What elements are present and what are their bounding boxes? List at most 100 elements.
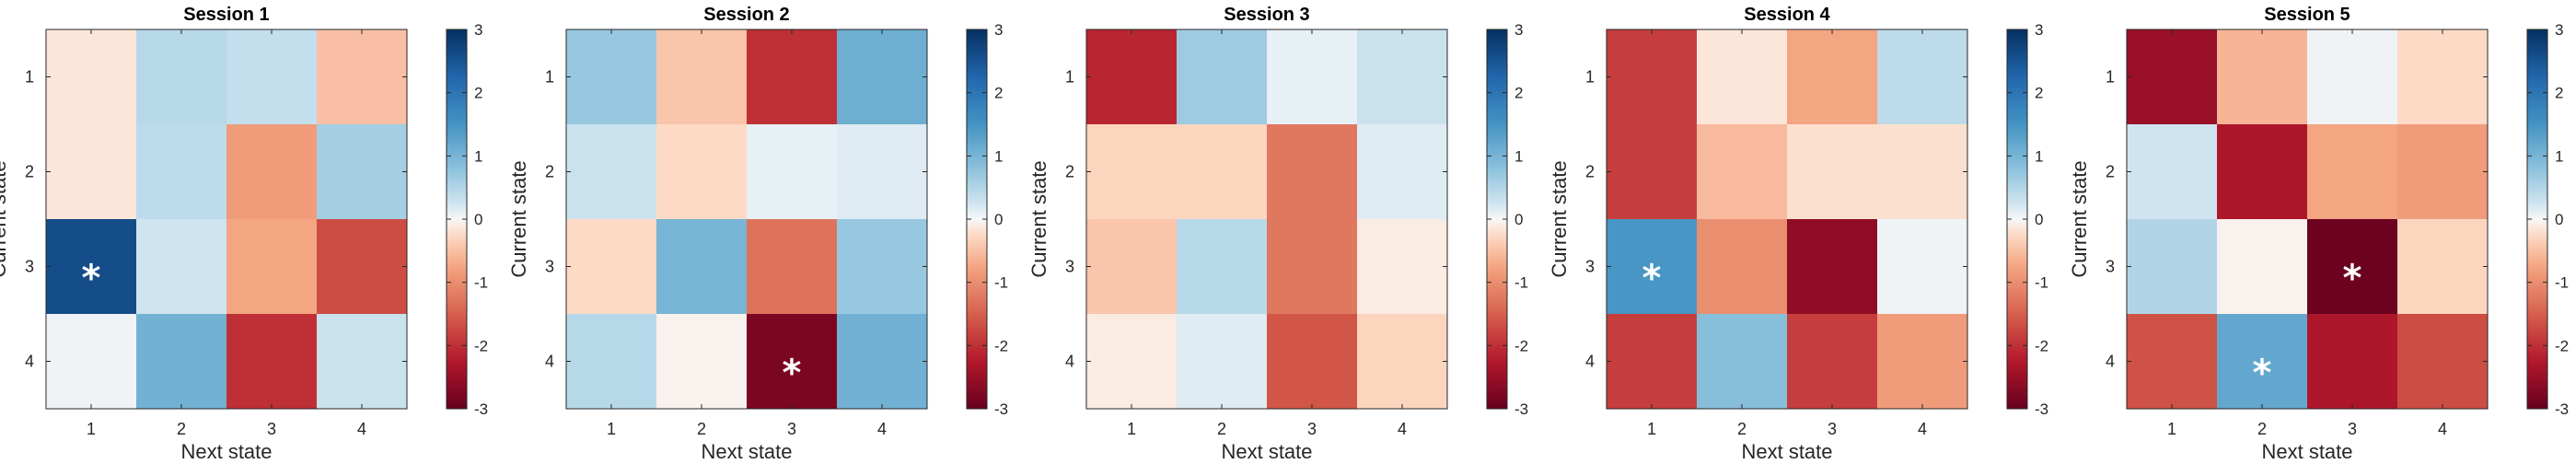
heatmap-cell-r3-c1	[46, 219, 137, 315]
heatmap-cell-r2-c4	[1357, 124, 1448, 220]
colorbar-tick-label: -1	[2555, 274, 2569, 292]
colorbar-tick-label: 3	[2035, 21, 2043, 39]
colorbar-tick-label: 2	[2555, 85, 2563, 102]
colorbar-tick-label: 3	[474, 21, 482, 39]
x-tick-label: 2	[2257, 420, 2267, 438]
heatmap-cell-r2-c2	[2217, 124, 2308, 220]
heatmap-cell-r3-c3	[1267, 219, 1358, 315]
colorbar-tick-label: 1	[994, 147, 1003, 165]
y-tick-label: 1	[25, 68, 34, 87]
colorbar-tick-label: -1	[1514, 274, 1528, 292]
y-axis-label: Current state	[2068, 160, 2091, 277]
y-tick-label: 4	[1065, 353, 1074, 371]
x-axis-label: Next state	[2261, 440, 2352, 463]
heatmap-cell-r4-c4	[1877, 314, 1968, 410]
panel-title: Session 5	[2264, 5, 2350, 25]
heatmap-cell-r2-c4	[837, 124, 928, 220]
colorbar	[2527, 29, 2547, 409]
heatmap-cell-r3-c3	[2307, 219, 2398, 315]
heatmap-cell-r3-c2	[656, 219, 748, 315]
panel-title: Session 3	[1224, 5, 1309, 25]
heatmap-cell-r1-c4	[837, 29, 928, 125]
heatmap-cell-r2-c2	[1697, 124, 1788, 220]
heatmap-cell-r3-c4	[317, 219, 408, 315]
heatmap-cell-r4-c2	[136, 314, 227, 410]
heatmap-cell-r4-c3	[1267, 314, 1358, 410]
heatmap-cell-r2-c4	[317, 124, 408, 220]
heatmap-cell-r2-c3	[226, 124, 318, 220]
x-tick-label: 4	[2438, 420, 2447, 438]
y-tick-label: 4	[1585, 353, 1595, 371]
x-tick-label: 2	[177, 420, 186, 438]
heatmap-cell-r3-c1	[1086, 219, 1178, 315]
heatmap-cell-r4-c4	[2397, 314, 2489, 410]
heatmap-cell-r4-c4	[317, 314, 408, 410]
heatmap-cell-r1-c2	[1177, 29, 1268, 125]
panel-title: Session 1	[183, 5, 269, 25]
x-tick-label: 4	[877, 420, 887, 438]
x-tick-label: 1	[1127, 420, 1136, 438]
significance-star: *	[783, 353, 802, 395]
colorbar-tick-label: -1	[2035, 274, 2048, 292]
heatmap-cell-r1-c1	[1086, 29, 1178, 125]
y-tick-label: 4	[25, 353, 34, 371]
colorbar-tick-label: -3	[1514, 400, 1528, 418]
colorbar-tick-label: 2	[994, 85, 1003, 102]
colorbar-tick-label: 0	[994, 211, 1003, 228]
heatmap-cell-r2-c4	[2397, 124, 2489, 220]
heatmap-cell-r3-c1	[1607, 219, 1698, 315]
heatmap-cell-r2-c3	[747, 124, 838, 220]
heatmap-cell-r3-c4	[1877, 219, 1968, 315]
x-axis-label: Next state	[180, 440, 272, 463]
colorbar-tick-label: 1	[474, 147, 482, 165]
y-tick-label: 2	[545, 163, 554, 181]
heatmap-cell-r2-c3	[1267, 124, 1358, 220]
y-tick-label: 1	[1065, 68, 1074, 87]
colorbar	[447, 29, 467, 409]
heatmap-cell-r1-c2	[2217, 29, 2308, 125]
heatmap-cell-r4-c1	[1607, 314, 1698, 410]
heatmap-cell-r4-c4	[837, 314, 928, 410]
x-tick-label: 3	[787, 420, 796, 438]
colorbar-tick-label: -3	[2555, 400, 2569, 418]
colorbar	[1487, 29, 1507, 409]
y-tick-label: 2	[1065, 163, 1074, 181]
heatmap-cell-r3-c2	[1177, 219, 1268, 315]
significance-star: *	[2343, 258, 2362, 300]
heatmap-cell-r3-c4	[837, 219, 928, 315]
heatmap-cell-r4-c1	[46, 314, 137, 410]
heatmap-cell-r3-c2	[136, 219, 227, 315]
heatmap-panel-5: Session 5 1 2 3 4 1 2 3 4 Next state Current state…	[2068, 5, 2569, 463]
x-axis-label: Next state	[1221, 440, 1312, 463]
y-tick-label: 3	[545, 258, 554, 276]
heatmap-cell-r1-c1	[2127, 29, 2218, 125]
colorbar-tick-label: -3	[994, 400, 1008, 418]
colorbar-tick-label: -1	[474, 274, 488, 292]
colorbar-tick-label: 3	[1514, 21, 1523, 39]
heatmap-cell-r4-c1	[2127, 314, 2218, 410]
heatmap-cell-r3-c1	[2127, 219, 2218, 315]
heatmap-cell-r3-c3	[1787, 219, 1878, 315]
x-tick-label: 3	[1828, 420, 1837, 438]
colorbar-tick-label: 0	[1514, 211, 1523, 228]
colorbar-tick-label: -2	[1514, 337, 1528, 354]
heatmap-panel-3: Session 3 1 2 3 4 1 2 3 4 Next state Current state…	[1027, 5, 1528, 463]
heatmap-cell-r1-c3	[747, 29, 838, 125]
colorbar-tick-label: 3	[2555, 21, 2563, 39]
x-axis-label: Next state	[1741, 440, 1832, 463]
heatmap-cell-r1-c1	[1607, 29, 1698, 125]
y-axis-label: Current state	[1027, 160, 1050, 277]
heatmap-cell-r3-c2	[2217, 219, 2308, 315]
x-tick-label: 2	[1217, 420, 1226, 438]
axes-frame	[565, 29, 928, 410]
axes-frame	[1085, 29, 1448, 410]
y-tick-label: 2	[25, 163, 34, 181]
heatmap-cell-r4-c3	[747, 314, 838, 410]
x-tick-label: 3	[267, 420, 276, 438]
colorbar-tick-label: 0	[474, 211, 482, 228]
heatmap-cell-r2-c3	[1787, 124, 1878, 220]
colorbar-tick-label: -3	[474, 400, 488, 418]
y-tick-label: 3	[2106, 258, 2115, 276]
heatmap-panel-2: Session 2 1 2 3 4 1 2 3 4 Next state Current state…	[507, 5, 1008, 463]
